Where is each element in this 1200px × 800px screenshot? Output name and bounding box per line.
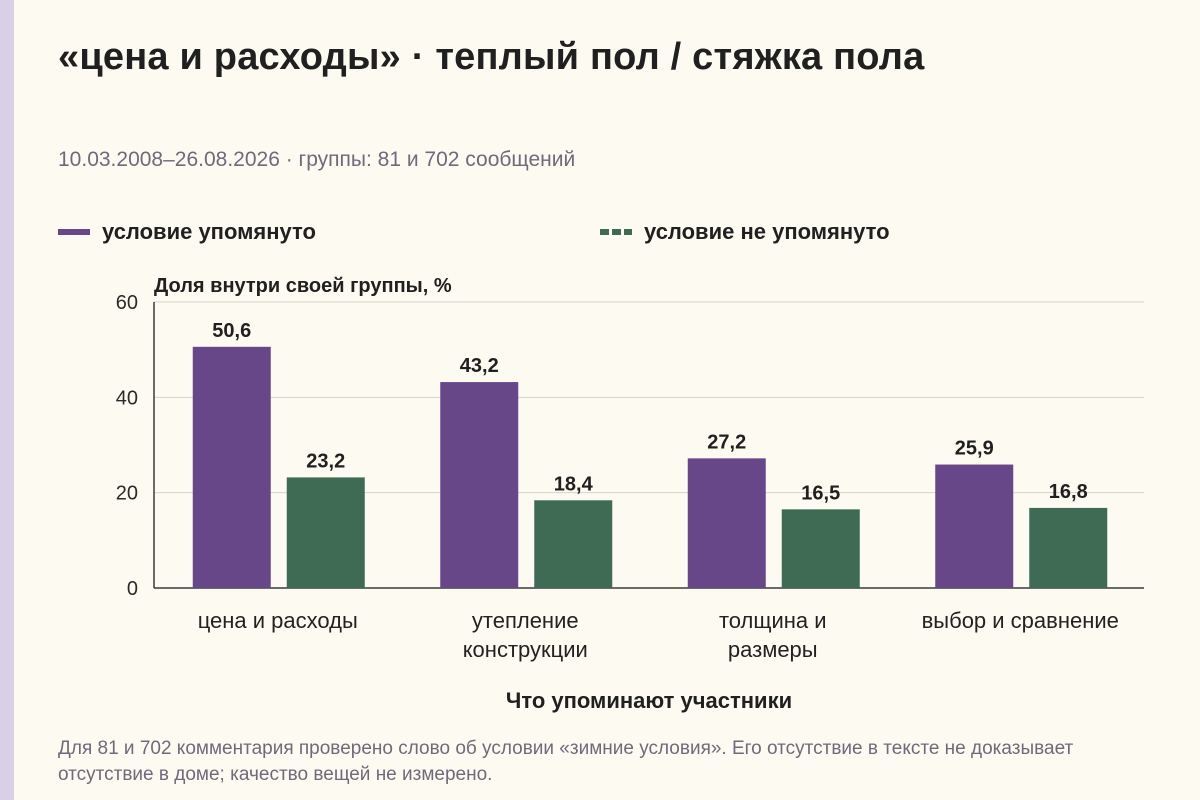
page-title: «цена и расходы» · теплый пол / стяжка п… <box>58 36 925 78</box>
data-label: 25,9 <box>955 438 994 460</box>
data-label: 23,2 <box>306 450 345 472</box>
y-tick-label: 40 <box>116 387 138 409</box>
legend-item-mentioned: условие упомянуто <box>58 219 316 245</box>
data-label: 27,2 <box>707 431 746 453</box>
data-label: 50,6 <box>212 320 251 342</box>
y-tick-label: 20 <box>116 483 138 505</box>
bar <box>935 464 1014 588</box>
x-tick-label: выбор и сравнение <box>922 608 1119 633</box>
data-label: 16,5 <box>801 482 840 504</box>
bar <box>687 458 766 588</box>
legend-label-mentioned: условие упомянуто <box>102 219 316 244</box>
page-subtitle: 10.03.2008–26.08.2026 · группы: 81 и 702… <box>58 148 576 171</box>
data-label: 18,4 <box>554 473 594 495</box>
data-label: 43,2 <box>460 355 499 377</box>
legend-swatch-not-mentioned <box>600 229 632 235</box>
y-axis-label: Доля внутри своей группы, % <box>154 275 452 297</box>
x-tick-label: размеры <box>728 637 818 662</box>
legend-item-not-mentioned: условие не упомянуто <box>600 219 890 245</box>
bar <box>286 477 365 588</box>
legend-label-not-mentioned: условие не упомянуто <box>644 219 890 244</box>
y-tick-label: 60 <box>116 292 138 314</box>
bar <box>534 500 613 588</box>
y-tick-label: 0 <box>127 578 138 600</box>
chart-legend: условие упомянуто условие не упомянуто <box>58 219 1158 249</box>
left-accent-stripe <box>0 0 14 800</box>
bar <box>440 382 519 588</box>
x-tick-label: цена и расходы <box>198 608 358 633</box>
bar <box>781 509 860 588</box>
bar <box>1029 507 1108 588</box>
footnote: Для 81 и 702 комментария проверено слово… <box>58 738 1074 785</box>
x-tick-label: толщина и <box>719 608 827 633</box>
x-tick-label: утепление <box>472 608 579 633</box>
data-label: 16,8 <box>1049 481 1088 503</box>
x-axis-label: Что упоминают участники <box>506 688 792 713</box>
x-tick-label: конструкции <box>463 637 588 662</box>
bar <box>192 346 271 588</box>
legend-swatch-mentioned <box>58 229 90 235</box>
